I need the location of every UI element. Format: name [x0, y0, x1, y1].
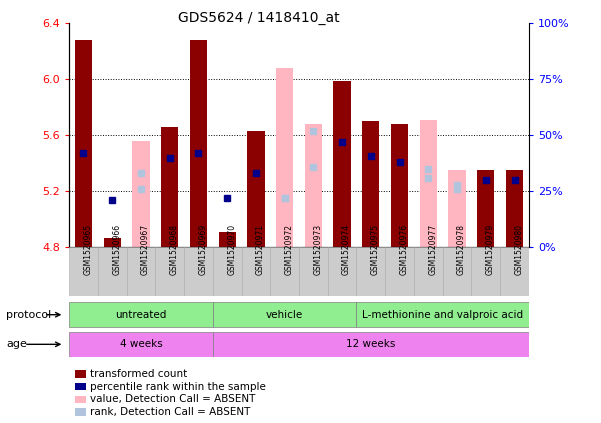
Bar	[75, 40, 92, 247]
Text: L-methionine and valproic acid: L-methionine and valproic acid	[362, 310, 523, 320]
Text: 12 weeks: 12 weeks	[346, 339, 395, 349]
Text: GSM1520972: GSM1520972	[285, 224, 294, 275]
Text: age: age	[6, 339, 27, 349]
Bar	[419, 120, 437, 247]
Text: untreated: untreated	[115, 310, 166, 320]
Bar	[506, 170, 523, 247]
Bar	[155, 247, 184, 296]
Text: GSM1520977: GSM1520977	[429, 224, 438, 275]
Bar	[334, 81, 351, 247]
Text: rank, Detection Call = ABSENT: rank, Detection Call = ABSENT	[90, 407, 251, 417]
Bar	[213, 302, 356, 327]
Bar	[247, 131, 264, 247]
Bar	[184, 247, 213, 296]
Text: GSM1520965: GSM1520965	[84, 224, 93, 275]
Bar	[276, 68, 293, 247]
Bar	[69, 332, 213, 357]
Bar	[471, 247, 500, 296]
Bar	[328, 247, 356, 296]
Bar	[103, 238, 121, 247]
Text: protocol: protocol	[6, 310, 51, 320]
Text: GSM1520967: GSM1520967	[141, 224, 150, 275]
Bar	[362, 121, 379, 247]
Bar	[443, 247, 471, 296]
Bar	[299, 247, 328, 296]
Bar	[161, 127, 178, 247]
Text: transformed count: transformed count	[90, 369, 188, 379]
Bar	[385, 247, 414, 296]
Bar	[500, 247, 529, 296]
Text: vehicle: vehicle	[266, 310, 304, 320]
Bar	[391, 124, 408, 247]
Bar	[213, 247, 242, 296]
Bar	[270, 247, 299, 296]
Text: GSM1520974: GSM1520974	[342, 224, 351, 275]
Text: GSM1520968: GSM1520968	[169, 224, 178, 275]
Bar	[356, 247, 385, 296]
Text: GSM1520980: GSM1520980	[514, 224, 523, 275]
Text: 4 weeks: 4 weeks	[120, 339, 162, 349]
Text: GSM1520979: GSM1520979	[486, 224, 495, 275]
Text: GSM1520978: GSM1520978	[457, 224, 466, 275]
Text: GDS5624 / 1418410_at: GDS5624 / 1418410_at	[178, 11, 339, 25]
Bar	[242, 247, 270, 296]
Bar	[213, 332, 529, 357]
Bar	[132, 141, 150, 247]
Text: value, Detection Call = ABSENT: value, Detection Call = ABSENT	[90, 394, 255, 404]
Bar	[69, 247, 98, 296]
Bar	[305, 124, 322, 247]
Bar	[219, 232, 236, 247]
Text: GSM1520976: GSM1520976	[400, 224, 409, 275]
Text: GSM1520966: GSM1520966	[112, 224, 121, 275]
Text: GSM1520973: GSM1520973	[313, 224, 322, 275]
Bar	[477, 170, 495, 247]
Bar	[448, 170, 466, 247]
Bar	[414, 247, 443, 296]
Text: GSM1520975: GSM1520975	[371, 224, 380, 275]
Bar	[127, 247, 155, 296]
Text: GSM1520971: GSM1520971	[256, 224, 265, 275]
Bar	[69, 302, 213, 327]
Text: GSM1520970: GSM1520970	[227, 224, 236, 275]
Bar	[356, 302, 529, 327]
Bar	[190, 40, 207, 247]
Bar	[98, 247, 127, 296]
Text: GSM1520969: GSM1520969	[198, 224, 207, 275]
Text: percentile rank within the sample: percentile rank within the sample	[90, 382, 266, 392]
